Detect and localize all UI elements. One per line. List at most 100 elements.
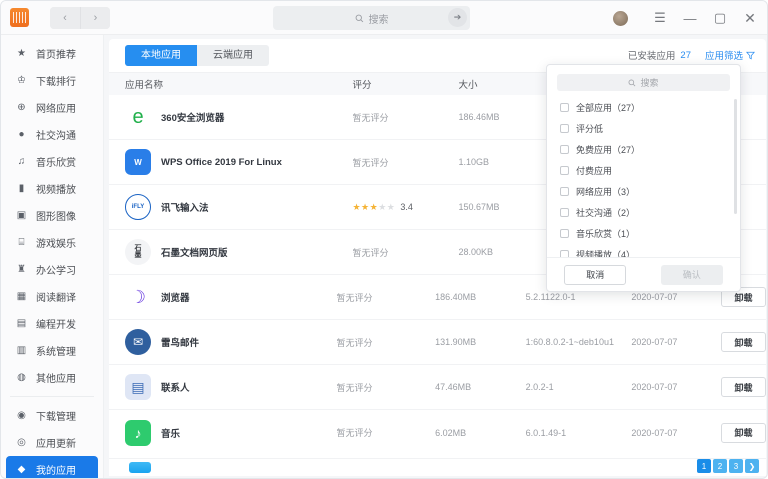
filter-option-label: 音乐欣赏（1） [576, 229, 636, 239]
search-go-button[interactable]: ➔ [448, 8, 467, 27]
filter-option-7[interactable]: 视频播放（4） [547, 244, 740, 257]
app-action-cell: 卸载 [721, 287, 766, 307]
menu-icon[interactable]: ☰ [654, 10, 666, 25]
star-rating: ★★★★★ [352, 201, 396, 212]
table-row[interactable]: ▤ 联系人 暂无评分 47.46MB 2.0.2-1 2020-07-07 卸载 [109, 365, 766, 410]
sidebar-item-icon: ▥ [16, 345, 27, 356]
app-name-label: WPS Office 2019 For Linux [161, 156, 282, 168]
sidebar: ★ 首页推荐 ♔ 下载排行 ⊕ 网络应用 ● 社交沟通 ♫ 音乐欣赏 ▮ 视频播放 ▣ 图形图像 ⌸ 游戏娱乐… [1, 35, 104, 478]
sidebar-item-1[interactable]: ♔ 下载排行 [1, 67, 103, 94]
sidebar-item-bottom-0[interactable]: ◉ 下载管理 [1, 402, 103, 429]
pagination-page-2[interactable]: 3 [729, 459, 743, 473]
sidebar-item-label: 办公学习 [36, 266, 76, 277]
sidebar-category-list: ★ 首页推荐 ♔ 下载排行 ⊕ 网络应用 ● 社交沟通 ♫ 音乐欣赏 ▮ 视频播放 ▣ 图形图像 ⌸ 游戏娱乐… [1, 40, 103, 391]
table-row[interactable] [109, 458, 766, 476]
minimize-icon[interactable]: — [683, 10, 697, 26]
sidebar-item-label: 下载管理 [36, 412, 76, 423]
app-rating-cell: 暂无评分 [337, 426, 436, 439]
forward-button[interactable]: › [80, 6, 110, 29]
no-rating-text: 暂无评分 [336, 292, 373, 303]
app-name-cell: ☽ 浏览器 [109, 284, 337, 310]
table-row[interactable]: ♪ 音乐 暂无评分 6.02MB 6.0.1.49-1 2020-07-07 卸载 [109, 410, 766, 455]
sidebar-item-bottom-1[interactable]: ◎ 应用更新 [1, 429, 103, 456]
filter-button[interactable]: 应用筛选 [705, 48, 755, 62]
checkbox[interactable] [560, 103, 569, 112]
tab-1[interactable]: 云端应用 [213, 50, 253, 61]
app-icon: ▤ [125, 374, 151, 400]
app-icon: ♪ [125, 419, 151, 446]
checkbox[interactable] [560, 145, 569, 154]
confirm-button[interactable]: 确认 [660, 264, 723, 285]
sidebar-item-icon: ▣ [16, 210, 27, 221]
filter-option-label: 社交沟通（2） [576, 208, 636, 218]
sidebar-item-7[interactable]: ⌸ 游戏娱乐 [1, 229, 103, 256]
no-rating-text: 暂无评分 [352, 157, 389, 168]
filter-option-5[interactable]: 社交沟通（2） [547, 202, 740, 223]
no-rating-text: 暂无评分 [352, 112, 389, 123]
close-icon[interactable]: ✕ [744, 9, 756, 26]
sidebar-item-icon: ◎ [17, 437, 26, 448]
app-rating-cell: 暂无评分 [352, 156, 458, 169]
sidebar-item-12[interactable]: ◍ 其他应用 [1, 364, 103, 391]
sidebar-item-label: 下载排行 [36, 77, 76, 88]
sidebar-item-10[interactable]: ▤ 编程开发 [1, 310, 103, 337]
sidebar-item-icon: ● [18, 129, 25, 140]
app-rating-cell: 暂无评分 [352, 111, 458, 124]
sidebar-item-3[interactable]: ● 社交沟通 [1, 121, 103, 148]
filter-option-1[interactable]: 评分低 [547, 118, 740, 139]
filter-search-input[interactable]: 搜索 [557, 74, 730, 91]
sidebar-item-label: 社交沟通 [36, 131, 76, 142]
sidebar-item-8[interactable]: ♜ 办公学习 [1, 256, 103, 283]
sidebar-item-icon: ▮ [18, 183, 25, 194]
sidebar-item-2[interactable]: ⊕ 网络应用 [1, 94, 103, 121]
filter-option-0[interactable]: 全部应用（27） [547, 97, 740, 118]
sidebar-item-6[interactable]: ▣ 图形图像 [1, 202, 103, 229]
filter-option-2[interactable]: 免费应用（27） [547, 139, 740, 160]
app-name-label: 石墨文档网页版 [161, 248, 228, 259]
sidebar-item-icon: ◍ [17, 372, 26, 383]
search-icon [355, 14, 364, 23]
sidebar-item-9[interactable]: ▦ 阅读翻译 [1, 283, 103, 310]
column-header-rating: 评分 [352, 80, 372, 91]
pagination-page-1[interactable]: 2 [713, 459, 727, 473]
app-size-cell: 150.67MB [458, 202, 500, 212]
sidebar-item-5[interactable]: ▮ 视频播放 [1, 175, 103, 202]
app-name-cell: ▤ 联系人 [109, 374, 337, 400]
app-source-tabs: 本地应用 云端应用 [125, 45, 269, 66]
checkbox[interactable] [560, 166, 569, 175]
app-name-cell: e 360安全浏览器 [109, 104, 352, 130]
maximize-icon[interactable]: ▢ [713, 10, 727, 25]
filter-option-list: 全部应用（27） 评分低 免费应用（27） 付费应用 网络应用（3） 社交沟通（2） 音乐欣… [547, 97, 740, 257]
filter-option-4[interactable]: 网络应用（3） [547, 181, 740, 202]
uninstall-button[interactable]: 卸载 [721, 287, 766, 307]
avatar[interactable] [613, 10, 628, 26]
tab-0[interactable]: 本地应用 [125, 45, 197, 66]
uninstall-button[interactable]: 卸载 [721, 332, 766, 352]
sidebar-item-label: 编程开发 [36, 320, 76, 331]
search-input[interactable]: 搜索 [273, 6, 470, 30]
app-size-cell: 28.00KB [458, 247, 494, 257]
filter-option-3[interactable]: 付费应用 [547, 160, 740, 181]
table-row[interactable]: ✉ 雷鸟邮件 暂无评分 131.90MB 1:60.8.0.2-1~deb10u1 202… [109, 320, 766, 365]
filter-option-6[interactable]: 音乐欣赏（1） [547, 223, 740, 244]
app-name-label: 雷鸟邮件 [161, 338, 200, 349]
checkbox[interactable] [560, 208, 569, 217]
sidebar-item-0[interactable]: ★ 首页推荐 [1, 40, 103, 67]
checkbox[interactable] [560, 124, 569, 133]
sidebar-item-bottom-2[interactable]: ◆ 我的应用 [6, 456, 98, 478]
filter-list-scrollbar[interactable] [734, 99, 737, 214]
sidebar-item-11[interactable]: ▥ 系统管理 [1, 337, 103, 364]
table-row[interactable]: ☽ 浏览器 暂无评分 186.40MB 5.2.1122.0-1 2020-07-07 卸载 [109, 275, 766, 320]
sidebar-item-4[interactable]: ♫ 音乐欣赏 [1, 148, 103, 175]
checkbox[interactable] [560, 250, 569, 257]
uninstall-button[interactable]: 卸载 [721, 377, 766, 397]
checkbox[interactable] [560, 187, 569, 196]
back-button[interactable]: ‹ [50, 6, 80, 29]
filter-option-label: 视频播放（4） [576, 250, 636, 257]
uninstall-button[interactable]: 卸载 [721, 422, 766, 443]
checkbox[interactable] [560, 229, 569, 238]
pagination-page-0[interactable]: 1 [697, 459, 711, 473]
pagination-page-3[interactable]: ❯ [745, 459, 759, 473]
column-header-size: 大小 [458, 80, 478, 91]
cancel-button[interactable]: 取消 [564, 264, 627, 285]
